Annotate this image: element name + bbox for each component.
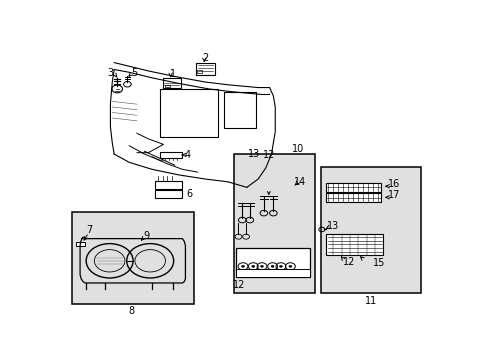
Text: 17: 17: [387, 190, 399, 200]
Bar: [163, 77, 181, 88]
Text: 9: 9: [143, 231, 149, 241]
Bar: [320, 167, 420, 293]
Circle shape: [260, 265, 263, 267]
Bar: [155, 190, 181, 198]
Bar: [196, 70, 202, 73]
Bar: [224, 92, 256, 128]
Text: 11: 11: [364, 296, 376, 306]
Bar: [236, 269, 309, 278]
Text: 15: 15: [372, 258, 385, 268]
Text: 12: 12: [342, 257, 355, 267]
Text: 2: 2: [202, 53, 208, 63]
Text: 12: 12: [263, 150, 275, 161]
Text: 8: 8: [128, 306, 134, 316]
Text: 6: 6: [186, 189, 192, 199]
Text: 3: 3: [107, 68, 113, 78]
Bar: [326, 183, 381, 192]
Bar: [159, 89, 218, 138]
Text: 1: 1: [169, 69, 176, 79]
Bar: [326, 193, 381, 202]
Text: 13: 13: [326, 221, 338, 231]
Bar: [195, 63, 214, 75]
Text: 14: 14: [293, 177, 305, 187]
Text: 10: 10: [291, 144, 304, 153]
Text: 7: 7: [86, 225, 93, 235]
Text: 4: 4: [184, 150, 191, 160]
Bar: [155, 181, 181, 189]
Bar: [159, 152, 181, 158]
Circle shape: [241, 265, 244, 267]
Circle shape: [270, 265, 274, 267]
Bar: [75, 242, 85, 246]
Text: 12: 12: [233, 280, 245, 290]
Text: 16: 16: [387, 179, 399, 189]
Circle shape: [279, 265, 282, 267]
Text: 5: 5: [130, 68, 137, 78]
Bar: [233, 154, 314, 293]
Circle shape: [288, 265, 291, 267]
Bar: [72, 212, 193, 304]
Bar: [326, 234, 383, 255]
Circle shape: [251, 265, 254, 267]
Text: 13: 13: [247, 149, 259, 159]
Bar: [236, 248, 309, 278]
Bar: [165, 85, 169, 87]
